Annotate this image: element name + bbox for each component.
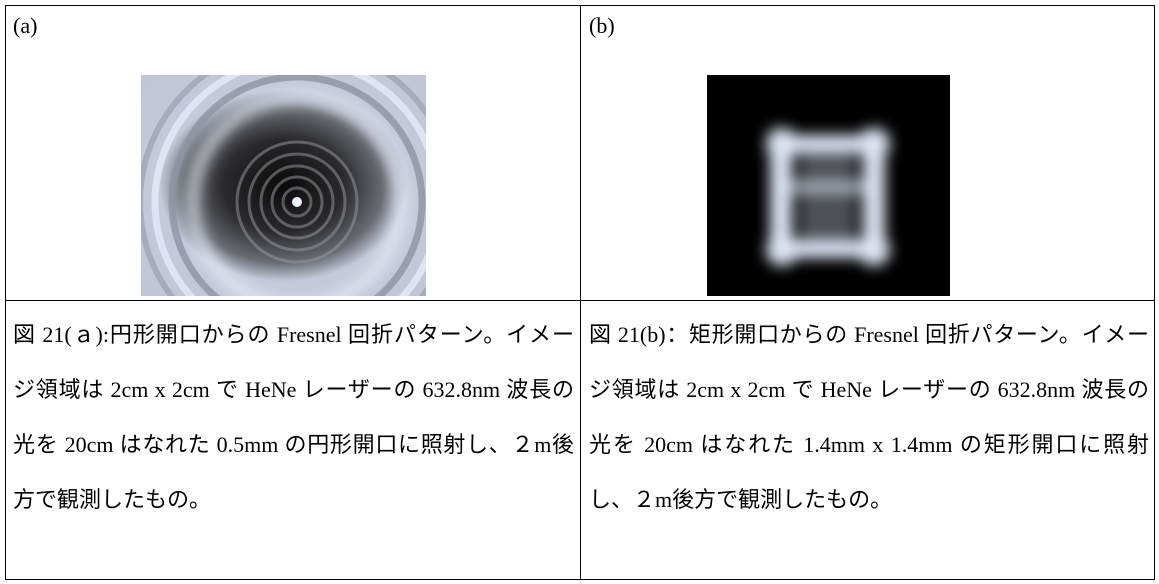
figure-label: (a) xyxy=(13,13,37,39)
figure-label: (b) xyxy=(589,13,615,39)
document: (a) (b) 図 21(ａ):円形開口からの Fresnel 回折パターン。イ… xyxy=(0,0,1159,584)
cell-b: (b) xyxy=(581,5,1155,300)
cell-caption-b: 図 21(b)：矩形開口からの Fresnel 回折パターン。イメージ領域は 2… xyxy=(581,301,1155,580)
caption: 図 21(b)：矩形開口からの Fresnel 回折パターン。イメージ領域は 2… xyxy=(589,307,1149,527)
caption: 図 21(ａ):円形開口からの Fresnel 回折パターン。イメージ領域は 2… xyxy=(13,307,574,527)
cell-a: (a) xyxy=(5,5,580,300)
cell-caption-a: 図 21(ａ):円形開口からの Fresnel 回折パターン。イメージ領域は 2… xyxy=(5,301,580,580)
